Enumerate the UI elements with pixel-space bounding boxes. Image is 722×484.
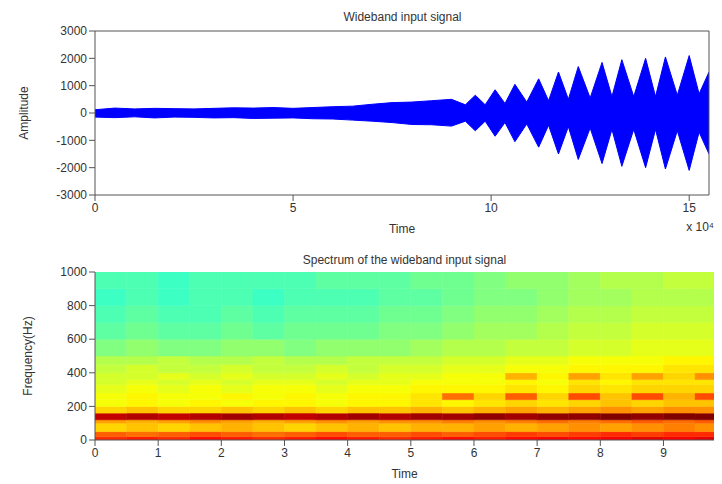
svg-text:-2000: -2000 [56,161,87,175]
svg-text:8: 8 [597,446,604,460]
svg-text:6: 6 [471,446,478,460]
svg-text:0: 0 [80,433,87,447]
svg-text:Amplitude: Amplitude [17,86,31,140]
svg-text:5: 5 [407,446,414,460]
html-text:Spectrum of the wideband input: Spectrum of the wideband input signal [302,253,507,267]
svg-text:0: 0 [80,106,87,120]
svg-text:Time: Time [389,222,416,235]
svg-text:-1000: -1000 [56,134,87,148]
svg-text:1000: 1000 [60,79,87,93]
svg-text:15: 15 [683,201,697,215]
svg-text:1: 1 [155,446,162,460]
svg-text:400: 400 [67,366,87,380]
svg-text:5: 5 [290,201,297,215]
svg-text:-3000: -3000 [56,188,87,202]
svg-text:2000: 2000 [60,52,87,66]
svg-text:Frequency(Hz): Frequency(Hz) [21,316,35,395]
svg-text:600: 600 [67,332,87,346]
svg-text:0: 0 [92,446,99,460]
svg-text:200: 200 [67,400,87,414]
svg-text:7: 7 [534,446,541,460]
svg-text:9: 9 [660,446,667,460]
html-text:Wideband input signal: Wideband input signal [343,10,462,24]
svg-text:1000: 1000 [60,265,87,279]
svg-text:800: 800 [67,299,87,313]
svg-text:2: 2 [218,446,225,460]
svg-text:Time: Time [391,467,418,481]
html-text:x 10⁴: x 10⁴ [686,220,714,234]
svg-text:10: 10 [484,201,498,215]
svg-text:3: 3 [281,446,288,460]
svg-text:4: 4 [344,446,351,460]
svg-text:3000: 3000 [60,24,87,38]
svg-text:0: 0 [92,201,99,215]
